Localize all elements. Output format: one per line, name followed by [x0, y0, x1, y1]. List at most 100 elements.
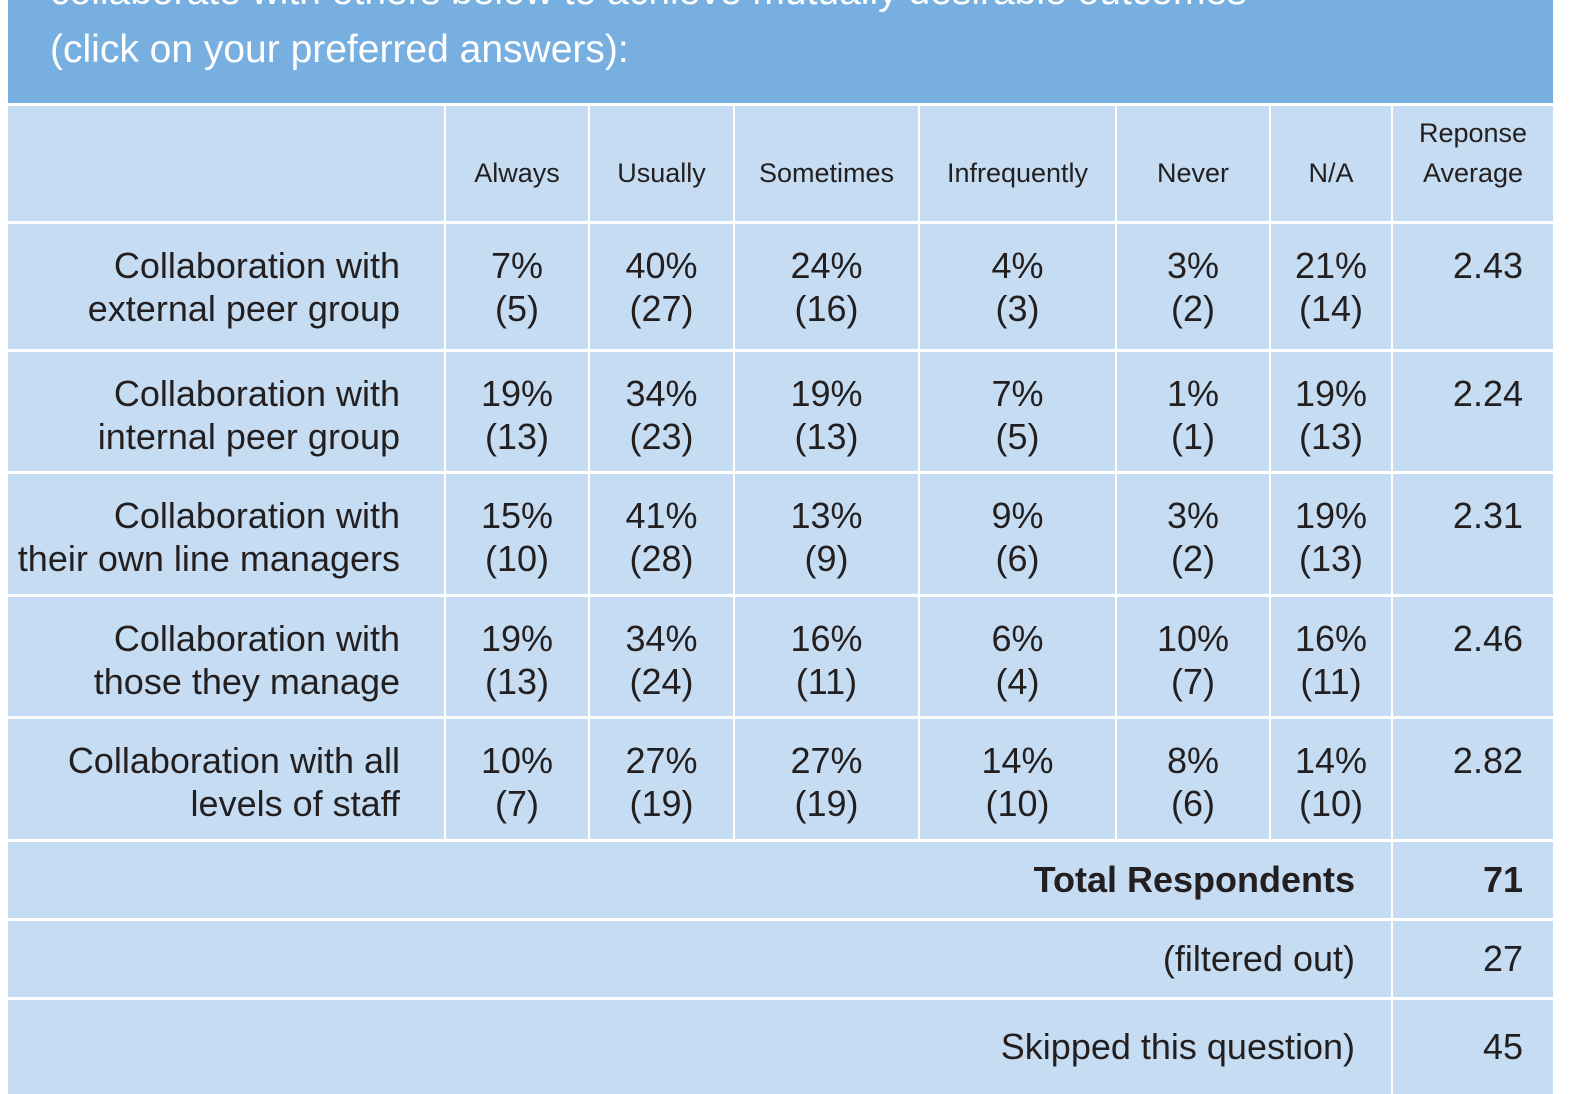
- count: (28): [629, 538, 694, 579]
- answer-cell: 19% (13): [1271, 352, 1391, 471]
- answer-cell: 24% (16): [735, 224, 918, 349]
- row-label-text: their own line managers: [17, 538, 400, 579]
- count: (11): [795, 661, 858, 702]
- count: (19): [629, 783, 694, 824]
- count: (5): [995, 416, 1040, 457]
- column-header-text: Sometimes: [758, 158, 895, 188]
- answer-cell: 21% (14): [1271, 224, 1391, 349]
- answer-cell: 4% (3): [920, 224, 1115, 349]
- total-label: Total Respondents: [8, 842, 1391, 918]
- row-label-text: external peer group: [87, 288, 400, 329]
- count: (10): [1298, 783, 1364, 824]
- question-line: (click on your preferred answers):: [50, 28, 629, 71]
- answer-cell: 19% (13): [1271, 474, 1391, 594]
- percent: 14%: [1294, 740, 1368, 781]
- row-label: Collaboration with all levels of staff: [8, 719, 444, 839]
- percent: 19%: [480, 618, 554, 659]
- average-value: 2.24: [1452, 373, 1523, 414]
- count: (13): [794, 416, 859, 457]
- count: (13): [484, 661, 550, 702]
- row-label-text: Collaboration with: [113, 618, 400, 659]
- count: (10): [985, 783, 1050, 824]
- count: (10): [484, 538, 550, 579]
- row-label: Collaboration with those they manage: [8, 597, 444, 716]
- question-banner: collaborate with others below to achieve…: [8, 0, 1553, 103]
- count: (5): [495, 288, 539, 329]
- answer-cell: 13% (9): [735, 474, 918, 594]
- count: (7): [1171, 661, 1215, 702]
- percent: 6%: [991, 618, 1044, 659]
- count: (14): [1298, 288, 1364, 329]
- answer-cell: 1% (1): [1117, 352, 1269, 471]
- percent: 1%: [1166, 373, 1220, 414]
- row-label: Collaboration with external peer group: [8, 224, 444, 349]
- count: (2): [1171, 288, 1215, 329]
- total-value: 71: [1393, 842, 1553, 918]
- count: (6): [995, 538, 1040, 579]
- total-value: 27: [1393, 921, 1553, 997]
- count: (9): [804, 538, 849, 579]
- percent: 10%: [1156, 618, 1230, 659]
- row-label: Collaboration with their own line manager…: [8, 474, 444, 594]
- answer-cell: 6% (4): [920, 597, 1115, 716]
- percent: 16%: [1294, 618, 1368, 659]
- answer-cell: 7% (5): [920, 352, 1115, 471]
- column-header-text: Infrequently: [946, 158, 1089, 188]
- answer-cell: 3% (2): [1117, 474, 1269, 594]
- percent: 19%: [1294, 373, 1368, 414]
- question-line: collaborate with others below to achieve…: [50, 0, 1247, 21]
- total-value: 45: [1393, 1000, 1553, 1094]
- percent: 19%: [790, 373, 863, 414]
- answer-cell: 19% (13): [446, 352, 588, 471]
- percent: 4%: [991, 245, 1044, 286]
- row-label-text: Collaboration with: [113, 495, 400, 536]
- column-header: Sometimes: [735, 106, 918, 221]
- answer-cell: 27% (19): [590, 719, 733, 839]
- percent: 13%: [790, 495, 863, 536]
- response-average: 2.82: [1393, 719, 1553, 839]
- average-value: 2.31: [1452, 495, 1523, 536]
- total-label-text: (filtered out): [1162, 938, 1355, 979]
- answer-cell: 9% (6): [920, 474, 1115, 594]
- count: (11): [1300, 661, 1362, 702]
- percent: 19%: [480, 373, 554, 414]
- average-value: 2.43: [1452, 245, 1523, 286]
- count: (13): [1298, 538, 1364, 579]
- total-value-text: 71: [1482, 859, 1523, 900]
- row-label-text: Collaboration with all: [67, 740, 400, 781]
- count: (2): [1171, 538, 1215, 579]
- response-average: 2.43: [1393, 224, 1553, 349]
- count: (27): [629, 288, 694, 329]
- percent: 41%: [625, 495, 698, 536]
- count: (13): [1298, 416, 1364, 457]
- count: (19): [794, 783, 859, 824]
- answer-cell: 34% (24): [590, 597, 733, 716]
- percent: 7%: [991, 373, 1044, 414]
- count: (24): [629, 661, 694, 702]
- column-header-text: Never: [1156, 158, 1230, 188]
- percent: 19%: [1294, 495, 1368, 536]
- average-value: 2.46: [1452, 618, 1523, 659]
- question-text: collaborate with others below to achieve…: [50, 0, 1247, 79]
- answer-cell: 3% (2): [1117, 224, 1269, 349]
- answer-cell: 40% (27): [590, 224, 733, 349]
- total-label-text: Total Respondents: [1033, 859, 1355, 900]
- percent: 7%: [490, 245, 544, 286]
- corner-cell: [8, 106, 444, 221]
- percent: 8%: [1166, 740, 1220, 781]
- average-value: 2.82: [1452, 740, 1523, 781]
- column-header-text: Reponse: [1418, 118, 1528, 148]
- answer-cell: 14% (10): [920, 719, 1115, 839]
- answer-cell: 19% (13): [735, 352, 918, 471]
- answer-cell: 10% (7): [1117, 597, 1269, 716]
- answer-cell: 16% (11): [1271, 597, 1391, 716]
- row-label: Collaboration with internal peer group: [8, 352, 444, 471]
- row-label-text: internal peer group: [97, 416, 400, 457]
- column-header-text: Always: [474, 158, 560, 188]
- count: (3): [995, 288, 1040, 329]
- answer-cell: 19% (13): [446, 597, 588, 716]
- answer-cell: 41% (28): [590, 474, 733, 594]
- answer-cell: 7% (5): [446, 224, 588, 349]
- count: (16): [794, 288, 859, 329]
